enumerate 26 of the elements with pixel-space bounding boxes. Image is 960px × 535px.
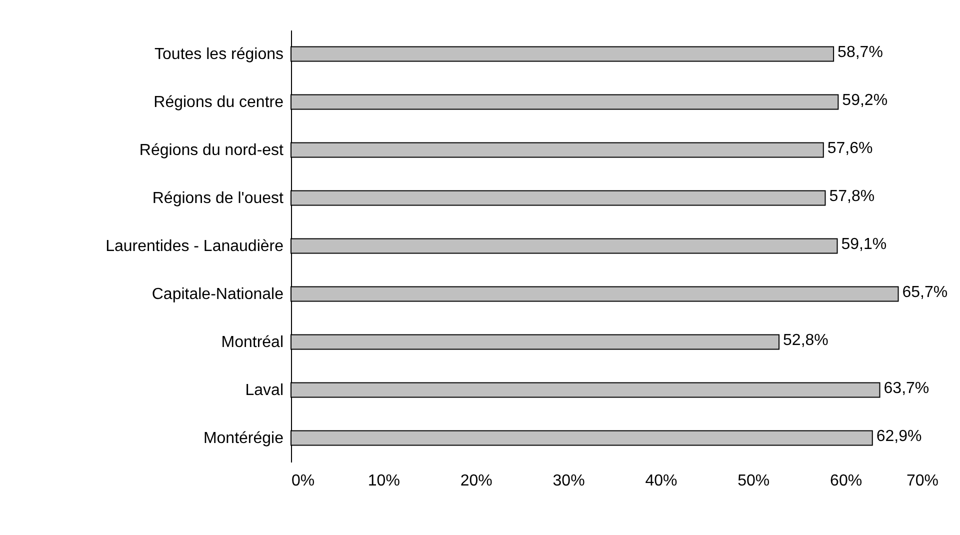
x-tick-label: 50% xyxy=(738,472,770,490)
y-tick-label: Régions de l'ouest xyxy=(152,190,284,207)
data-label: 57,8% xyxy=(829,188,875,205)
x-tick-label: 30% xyxy=(552,472,585,490)
y-tick-label: Laurentides - Lanaudière xyxy=(106,238,284,255)
y-tick-label: Régions du nord-est xyxy=(139,142,284,159)
data-label: 58,7% xyxy=(838,44,883,61)
data-label: 59,1% xyxy=(841,236,887,253)
y-tick-label: Régions du centre xyxy=(154,94,284,111)
data-label: 63,7% xyxy=(884,380,930,397)
data-label: 59,2% xyxy=(842,92,888,109)
y-tick-label: Toutes les régions xyxy=(154,46,284,63)
y-tick-label: Capitale-Nationale xyxy=(152,286,284,303)
x-tick-label: 40% xyxy=(645,472,678,490)
x-tick-label: 60% xyxy=(830,472,862,490)
y-tick-label: Montérégie xyxy=(203,430,284,447)
data-label: 62,9% xyxy=(876,428,922,445)
y-tick-label: Montréal xyxy=(221,334,284,351)
data-label: 57,6% xyxy=(827,140,873,157)
x-tick-label: 10% xyxy=(368,472,400,490)
x-tick-label: 70% xyxy=(906,472,938,490)
data-label: 65,7% xyxy=(902,284,948,301)
x-tick-label: 0% xyxy=(292,472,315,490)
x-tick-label: 20% xyxy=(460,472,492,490)
data-label: 52,8% xyxy=(783,332,828,349)
y-tick-label: Laval xyxy=(245,382,284,399)
